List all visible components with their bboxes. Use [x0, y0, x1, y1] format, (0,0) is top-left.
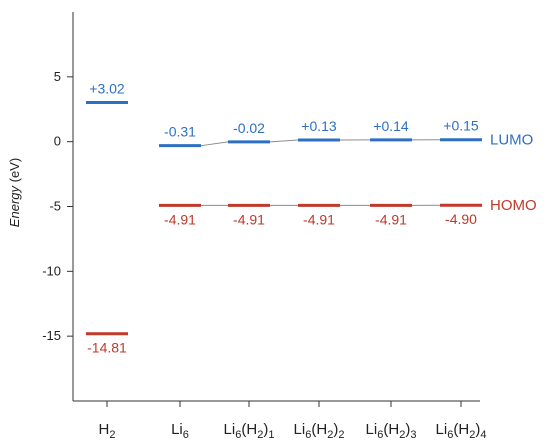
value-label-homo: -4.91	[164, 211, 196, 227]
x-tick-label: Li6(H2)1	[224, 421, 275, 441]
y-tick-label: 0	[54, 134, 61, 149]
y-tick-label: -10	[42, 263, 61, 278]
value-label-homo: -14.81	[87, 340, 127, 356]
value-label-lumo: -0.02	[233, 120, 265, 136]
value-labels: +3.02 -0.31 -0.02 +0.13 +0.14 +0.15 LUMO -14.81…	[87, 81, 537, 356]
connector-lumo	[269, 139, 299, 143]
value-label-lumo: +0.15	[443, 118, 479, 134]
value-label-homo: -4.91	[233, 211, 265, 227]
x-tick-label: Li6	[171, 421, 189, 441]
value-label-homo: -4.91	[375, 211, 407, 227]
series-label-homo: HOMO	[490, 197, 537, 214]
value-label-lumo: -0.31	[164, 124, 196, 140]
connector-lines	[200, 139, 441, 206]
x-tick-label: H2	[99, 421, 116, 441]
value-label-lumo: +0.14	[373, 118, 409, 134]
value-label-lumo: +3.02	[89, 81, 125, 97]
value-label-homo: -4.91	[303, 211, 335, 227]
connector-lumo	[200, 141, 229, 147]
y-tick-label: -5	[49, 199, 61, 214]
y-tick-label: 5	[54, 69, 61, 84]
axes: 5 0 -5 -10 -15 H2 Li6 Li6(H2)1 Li6(H2)2 Li6(H2)3 L…	[7, 12, 486, 441]
x-tick-label: Li6(H2)4	[436, 421, 487, 441]
series-label-lumo: LUMO	[490, 132, 533, 149]
x-tick-label: Li6(H2)3	[366, 421, 417, 441]
value-label-lumo: +0.13	[301, 118, 337, 134]
y-tick-label: -15	[42, 328, 61, 343]
x-tick-label: Li6(H2)2	[294, 421, 345, 441]
value-label-homo: -4.90	[445, 211, 477, 227]
energy-levels	[86, 101, 482, 336]
y-axis-title: Energy (eV)	[7, 158, 22, 227]
